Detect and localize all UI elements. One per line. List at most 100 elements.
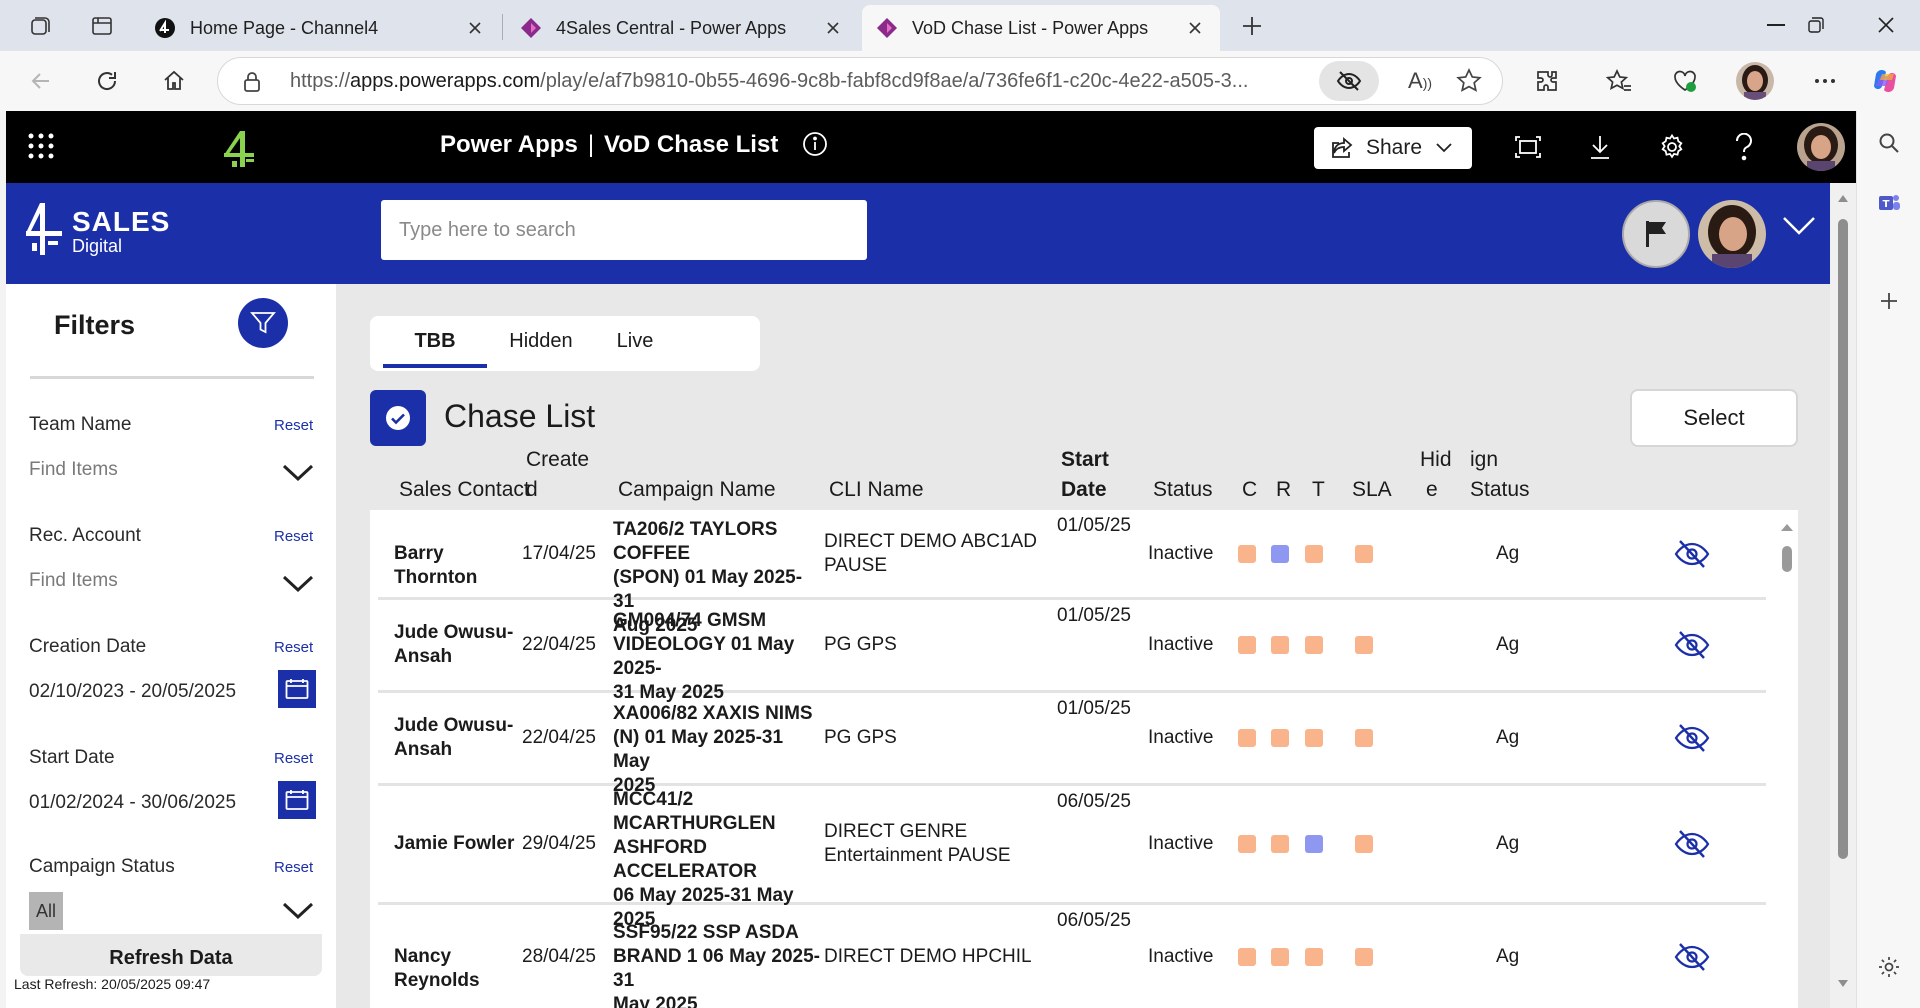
start-date-cell: 01/05/25: [1057, 605, 1131, 626]
hide-eye-slash-icon[interactable]: [1674, 829, 1710, 859]
chevron-down-icon[interactable]: [282, 902, 314, 920]
chevron-down-icon[interactable]: [1782, 215, 1816, 237]
team-name-combobox[interactable]: Find Items: [29, 459, 118, 480]
user-avatar[interactable]: [1698, 200, 1766, 268]
creation-date-reset-button[interactable]: Reset: [274, 639, 314, 656]
column-header-start-date[interactable]: Start: [1061, 448, 1109, 471]
column-header-cli-name[interactable]: CLI Name: [829, 478, 924, 501]
table-row[interactable]: Jude Owusu- Ansah 22/04/25 XA006/82 XAXIS N…: [370, 693, 1798, 796]
teams-icon[interactable]: T: [1871, 185, 1907, 221]
workspaces-icon[interactable]: [24, 10, 56, 42]
read-aloud-icon[interactable]: A)): [1408, 68, 1433, 93]
chase-list-checkbox[interactable]: [370, 390, 426, 446]
rec-account-reset-button[interactable]: Reset: [274, 528, 314, 545]
scroll-up-icon[interactable]: [1837, 193, 1849, 203]
chevron-down-icon[interactable]: [282, 575, 314, 593]
fit-to-window-icon[interactable]: [1512, 131, 1544, 163]
close-tab-icon[interactable]: [1184, 17, 1206, 39]
browser-tab-vod-chase-list[interactable]: VoD Chase List - Power Apps: [862, 5, 1220, 51]
browser-essentials-icon[interactable]: [1666, 62, 1704, 100]
column-header-status[interactable]: Status: [1153, 478, 1213, 501]
tracking-prevention-icon[interactable]: [1319, 61, 1379, 101]
table-row[interactable]: Nancy Reynolds 28/04/25 SSF95/22 SSP ASDA B…: [370, 905, 1798, 1008]
grid-scrollbar-thumb[interactable]: [1782, 546, 1792, 572]
table-row[interactable]: Jamie Fowler 29/04/25 MCC41/2 MCARTHURGLEN A…: [370, 786, 1798, 930]
cli-name-cell-line: DIRECT GENRE: [824, 821, 968, 842]
new-tab-button[interactable]: [1236, 10, 1268, 42]
profile-avatar[interactable]: [1736, 62, 1774, 100]
close-tab-icon[interactable]: [464, 17, 486, 39]
settings-icon[interactable]: [1656, 131, 1688, 163]
back-icon[interactable]: [22, 62, 60, 100]
minimize-icon[interactable]: [1756, 8, 1796, 42]
add-sidebar-app-icon[interactable]: [1871, 283, 1907, 319]
favorites-icon[interactable]: [1600, 62, 1638, 100]
column-header-campaign-name[interactable]: Campaign Name: [618, 478, 776, 501]
home-icon[interactable]: [155, 62, 193, 100]
favorite-star-icon[interactable]: [1456, 68, 1482, 94]
hide-eye-slash-icon[interactable]: [1674, 630, 1710, 660]
search-icon[interactable]: [1871, 125, 1907, 161]
active-tab-indicator: [383, 364, 487, 368]
start-date-range[interactable]: 01/02/2024 - 30/06/2025: [29, 792, 237, 813]
browser-tab-4sales[interactable]: 4Sales Central - Power Apps: [506, 5, 858, 51]
status-cell: Inactive: [1148, 946, 1214, 967]
download-icon[interactable]: [1584, 131, 1616, 163]
sidebar-settings-icon[interactable]: [1871, 949, 1907, 985]
start-date-calendar-button[interactable]: [278, 781, 316, 819]
hide-eye-slash-icon[interactable]: [1674, 539, 1710, 569]
tab-hidden[interactable]: Hidden: [509, 330, 573, 352]
app-launcher-icon[interactable]: [28, 133, 54, 159]
team-name-reset-button[interactable]: Reset: [274, 417, 314, 434]
campaign-status-tag[interactable]: All: [29, 892, 63, 930]
refresh-data-button[interactable]: Refresh Data: [20, 934, 322, 976]
column-header-created[interactable]: Create: [526, 448, 590, 471]
more-options-icon[interactable]: [1806, 62, 1844, 100]
page-scrollbar-thumb[interactable]: [1838, 219, 1848, 859]
column-header-t[interactable]: T: [1312, 478, 1325, 501]
extensions-icon[interactable]: [1528, 62, 1566, 100]
account-avatar[interactable]: [1797, 123, 1845, 171]
tab-actions-icon[interactable]: [86, 10, 118, 42]
grid-scroll-up-icon[interactable]: [1780, 522, 1794, 532]
r-indicator: [1271, 636, 1289, 654]
search-field[interactable]: [381, 200, 867, 260]
address-bar[interactable]: https://apps.powerapps.com/play/e/af7b98…: [217, 57, 1503, 105]
restore-icon[interactable]: [1796, 8, 1836, 42]
page-scrollbar[interactable]: [1830, 183, 1856, 1008]
select-button[interactable]: Select: [1630, 389, 1798, 447]
column-header-sales-contact[interactable]: Sales Contact: [399, 478, 530, 501]
close-window-icon[interactable]: [1866, 8, 1906, 42]
browser-tab-home[interactable]: Home Page - Channel4: [140, 5, 500, 51]
hide-eye-slash-icon[interactable]: [1674, 723, 1710, 753]
tab-live[interactable]: Live: [616, 330, 654, 352]
lock-icon[interactable]: [242, 71, 262, 93]
creation-date-range[interactable]: 02/10/2023 - 20/05/2025: [29, 681, 237, 702]
scroll-down-icon[interactable]: [1837, 979, 1849, 989]
copilot-icon[interactable]: [1866, 62, 1904, 100]
rec-account-combobox[interactable]: Find Items: [29, 570, 118, 591]
start-date-reset-button[interactable]: Reset: [274, 750, 314, 767]
column-header-r[interactable]: R: [1276, 478, 1292, 501]
filter-button[interactable]: [238, 298, 288, 348]
search-input[interactable]: [381, 200, 867, 260]
creation-date-calendar-button[interactable]: [278, 670, 316, 708]
share-button[interactable]: Share: [1314, 127, 1472, 169]
campaign-status-reset-button[interactable]: Reset: [274, 859, 314, 876]
hide-eye-slash-icon[interactable]: [1674, 942, 1710, 972]
close-tab-icon[interactable]: [822, 17, 844, 39]
url-text[interactable]: https://apps.powerapps.com/play/e/af7b98…: [290, 70, 1290, 93]
table-row[interactable]: Jude Owusu- Ansah 22/04/25 GM004/74 GMSM VID…: [370, 600, 1798, 703]
help-icon[interactable]: [1728, 131, 1760, 163]
column-header-campaign-status[interactable]: ign: [1470, 448, 1499, 471]
column-header-c[interactable]: C: [1242, 478, 1258, 501]
refresh-icon[interactable]: [88, 62, 126, 100]
info-icon[interactable]: [802, 131, 828, 157]
column-header-sla[interactable]: SLA: [1352, 478, 1392, 501]
table-row[interactable]: Barry Thornton 17/04/25 TA206/2 TAYLORS CO…: [370, 510, 1798, 636]
campaign-status-cell: Ag: [1496, 946, 1520, 967]
flag-button[interactable]: [1622, 200, 1690, 268]
column-header-hide[interactable]: Hid: [1420, 448, 1452, 471]
chevron-down-icon[interactable]: [282, 464, 314, 482]
tab-tbb[interactable]: TBB: [414, 330, 456, 352]
